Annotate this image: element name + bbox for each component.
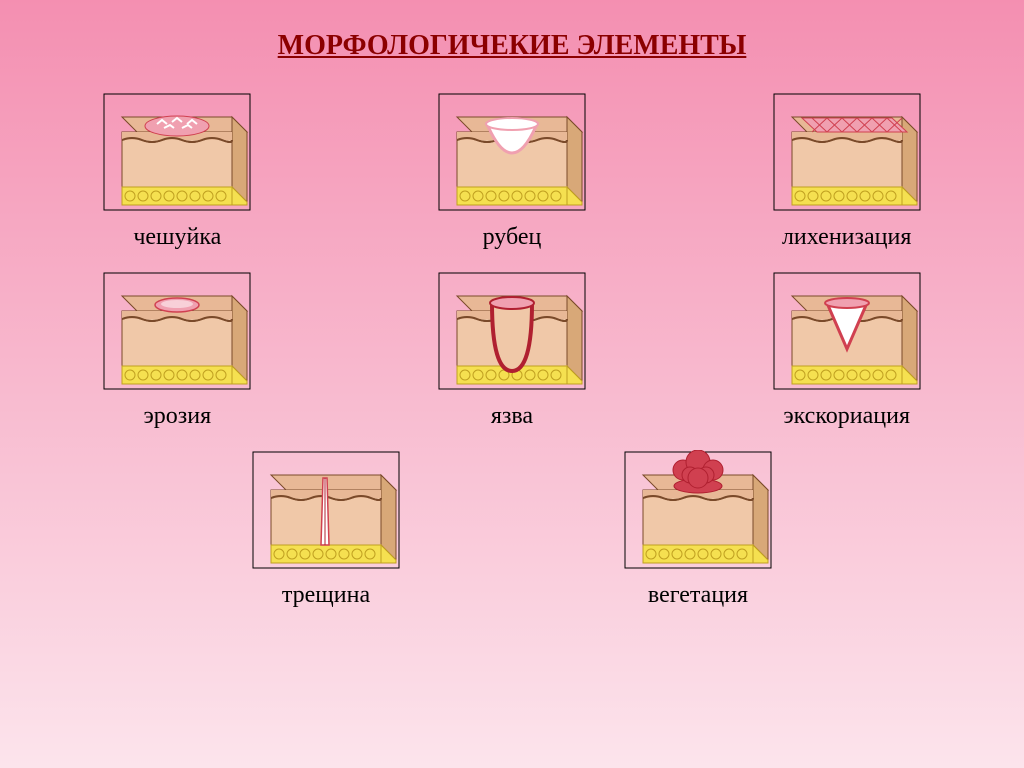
- element-scar: рубец: [437, 92, 587, 251]
- fissure-label: трещина: [282, 582, 370, 609]
- scale-diagram: [102, 92, 252, 212]
- fissure-diagram: [251, 450, 401, 570]
- element-erosion: эрозия: [102, 271, 252, 430]
- slide: МОРФОЛОГИЧЕКИЕ ЭЛЕМЕНТЫ чешуйка рубец ли…: [0, 0, 1024, 768]
- scar-label: рубец: [483, 224, 542, 251]
- element-lichen: лихенизация: [772, 92, 922, 251]
- scar-diagram: [437, 92, 587, 212]
- element-scale: чешуйка: [102, 92, 252, 251]
- row-3: трещина вегетация: [40, 450, 984, 609]
- lichen-label: лихенизация: [782, 224, 911, 251]
- erosion-label: эрозия: [143, 403, 211, 430]
- scale-label: чешуйка: [133, 224, 221, 251]
- lichen-diagram: [772, 92, 922, 212]
- element-fissure: трещина: [251, 450, 401, 609]
- elements-grid: чешуйка рубец лихенизация эрозия язва эк…: [40, 92, 984, 609]
- element-excoriation: экскориация: [772, 271, 922, 430]
- ulcer-diagram: [437, 271, 587, 391]
- element-ulcer: язва: [437, 271, 587, 430]
- vegetation-label: вегетация: [648, 582, 748, 609]
- page-title: МОРФОЛОГИЧЕКИЕ ЭЛЕМЕНТЫ: [40, 30, 984, 62]
- ulcer-label: язва: [491, 403, 533, 430]
- erosion-diagram: [102, 271, 252, 391]
- element-vegetation: вегетация: [623, 450, 773, 609]
- excoriation-diagram: [772, 271, 922, 391]
- vegetation-diagram: [623, 450, 773, 570]
- excoriation-label: экскориация: [783, 403, 910, 430]
